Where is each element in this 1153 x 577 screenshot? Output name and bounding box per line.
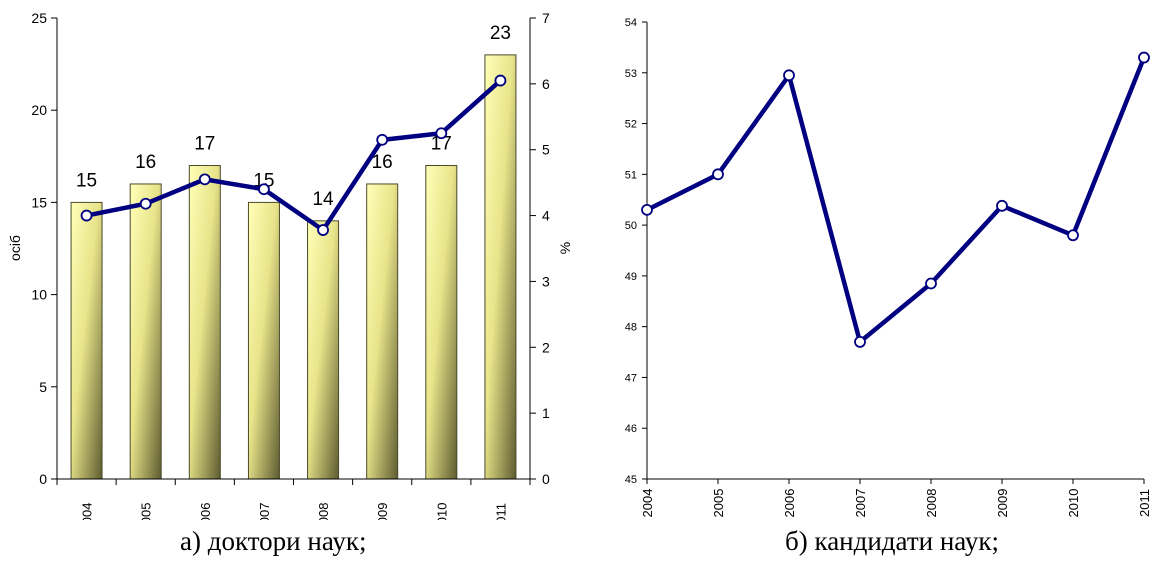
x-tick-label: 2006 (782, 489, 797, 518)
line-point (1138, 51, 1150, 64)
y-tick-label: 52 (625, 119, 637, 131)
x-tick-label: 2009 (375, 503, 390, 520)
left-y-tick-label: 0 (39, 471, 47, 487)
line-point (376, 133, 389, 146)
y-tick-label: 48 (625, 322, 637, 334)
right-y-tick-label: 1 (542, 405, 550, 421)
x-tick-label: 2007 (257, 503, 272, 520)
x-tick-label: 2005 (139, 503, 154, 520)
y-tick-label: 54 (625, 17, 637, 29)
x-tick-label: 2008 (316, 503, 331, 520)
bar (366, 183, 399, 480)
y-tick-label: 46 (625, 423, 637, 435)
x-tick-label: 2011 (1137, 489, 1152, 517)
candidates-chart: 45 46 47 48 49 50 51 52 53 54 2004 2005 2006 2007 2008… (625, 17, 1152, 517)
x-tick-label: 2006 (198, 503, 213, 520)
line-point (854, 335, 866, 348)
candidates-line (645, 56, 1147, 345)
bar-value-label: 17 (431, 134, 452, 155)
y-tick-label: 47 (625, 372, 637, 384)
line-point (139, 197, 152, 210)
x-tick-label: 2004 (80, 503, 95, 520)
bar (129, 183, 162, 480)
right-y-axis-title: % (557, 242, 573, 254)
y-tick-label: 49 (625, 271, 637, 283)
line-point (641, 203, 653, 216)
right-y-tick-label: 5 (542, 142, 550, 158)
y-tick-label: 45 (625, 474, 637, 486)
right-y-tick-label: 3 (542, 273, 550, 289)
x-tick-label: 2010 (1066, 489, 1081, 518)
bar (484, 54, 517, 480)
line-point (435, 127, 448, 140)
bar-value-label: 14 (312, 189, 334, 210)
line-point (783, 69, 795, 82)
x-tick-label: 2010 (434, 503, 449, 520)
line-point (198, 173, 211, 186)
line-point (996, 199, 1008, 212)
line-point (1067, 229, 1079, 242)
line-point (712, 168, 724, 181)
bar-value-label: 16 (135, 152, 156, 173)
line-point (494, 74, 507, 87)
right-y-tick-label: 7 (542, 10, 550, 26)
bar (307, 220, 340, 480)
left-y-tick-label: 10 (31, 287, 47, 303)
x-tick-label: 2005 (711, 489, 726, 518)
right-y-tick-label: 2 (542, 339, 550, 355)
caption-right: б) кандидати наук; (785, 526, 1000, 556)
right-y-tick-label: 6 (542, 76, 550, 92)
left-y-tick-label: 25 (31, 10, 47, 26)
bar (247, 201, 280, 480)
left-y-tick-label: 20 (31, 102, 47, 118)
line-point (925, 277, 937, 290)
left-y-tick-label: 15 (31, 194, 47, 210)
y-tick-label: 50 (625, 220, 637, 232)
line-point (258, 183, 270, 196)
line-point (317, 224, 329, 236)
x-tick-label: 2009 (995, 489, 1010, 518)
right-y-tick-label: 4 (542, 208, 550, 224)
y-tick-label: 53 (625, 68, 637, 80)
caption-left: а) доктори наук; (180, 526, 367, 556)
x-tick-label: 2008 (924, 489, 939, 518)
x-tick-label: 2007 (853, 489, 868, 518)
percent-line (86, 78, 502, 233)
bar (188, 165, 221, 480)
left-y-axis-title: осіб (7, 235, 23, 261)
bar-value-label: 15 (76, 170, 97, 191)
bar-value-label: 16 (372, 152, 393, 173)
x-tick-label: 2004 (640, 489, 655, 518)
y-tick-label: 51 (625, 169, 637, 181)
bar (425, 165, 458, 480)
right-y-tick-label: 0 (542, 471, 550, 487)
line-point (80, 209, 93, 222)
bar (70, 201, 103, 480)
bar-value-label: 23 (490, 23, 511, 44)
left-y-tick-label: 5 (39, 379, 47, 395)
bar-value-label: 17 (194, 134, 215, 155)
x-tick-label: 2011 (493, 503, 508, 520)
